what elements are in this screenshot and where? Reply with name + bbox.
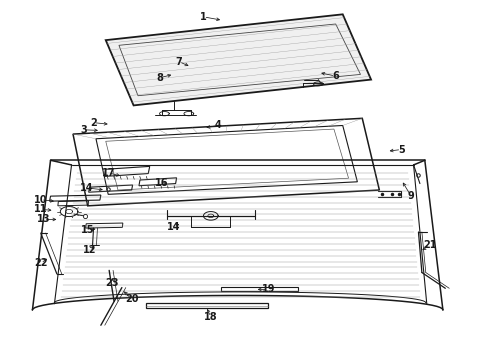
Text: 5: 5	[398, 144, 405, 154]
Text: 16: 16	[155, 178, 169, 188]
Text: 11: 11	[34, 204, 48, 215]
Text: 4: 4	[215, 121, 221, 130]
Text: 18: 18	[204, 312, 218, 322]
Text: 15: 15	[81, 225, 95, 235]
Text: 7: 7	[175, 57, 182, 67]
Text: 2: 2	[90, 118, 97, 128]
Text: 9: 9	[408, 191, 415, 201]
Text: 12: 12	[83, 245, 97, 255]
Text: 21: 21	[423, 240, 437, 250]
Text: 13: 13	[37, 215, 50, 224]
Text: 23: 23	[105, 278, 119, 288]
Text: 14: 14	[168, 222, 181, 232]
Text: 20: 20	[125, 294, 138, 304]
Text: 1: 1	[200, 12, 207, 22]
Text: 14: 14	[79, 183, 93, 193]
Text: 3: 3	[80, 125, 87, 135]
Text: 10: 10	[34, 195, 48, 205]
Text: 6: 6	[332, 71, 339, 81]
Text: 8: 8	[156, 73, 163, 83]
Text: 22: 22	[34, 258, 48, 268]
Text: 19: 19	[262, 284, 275, 294]
Text: 17: 17	[101, 168, 115, 178]
Polygon shape	[106, 14, 371, 105]
